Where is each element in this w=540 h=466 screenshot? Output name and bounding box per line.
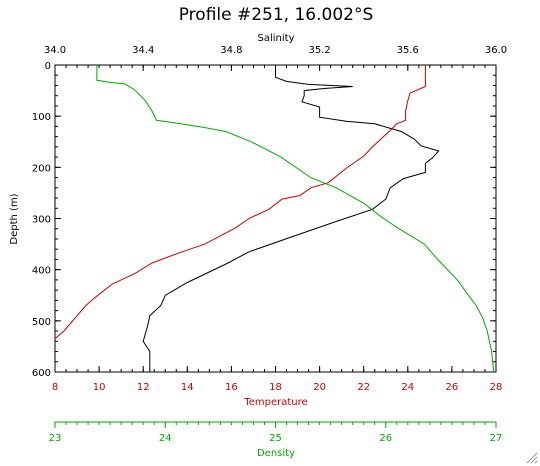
- density-tick-label: 26: [379, 433, 392, 444]
- temperature-tick-label: 28: [490, 382, 503, 393]
- temperature-tick-label: 12: [137, 382, 150, 393]
- temperature-tick-label: 14: [181, 382, 194, 393]
- depth-tick-label: 0: [45, 61, 51, 72]
- depth-tick-label: 600: [32, 368, 51, 379]
- chart-title: Profile #251, 16.002°S: [179, 5, 374, 25]
- temperature-tick-label: 8: [52, 382, 58, 393]
- salinity-tick-label: 35.2: [308, 45, 330, 56]
- temperature-axis-label: Temperature: [243, 397, 307, 408]
- temperature-tick-label: 22: [357, 382, 370, 393]
- temperature-profile-line: [54, 65, 426, 340]
- density-tick-label: 27: [490, 433, 503, 444]
- density-tick-label: 23: [49, 433, 62, 444]
- density-tick-label: 24: [159, 433, 172, 444]
- depth-tick-label: 400: [32, 266, 51, 277]
- temperature-tick-label: 20: [313, 382, 326, 393]
- depth-tick-label: 100: [32, 112, 51, 123]
- depth-tick-label: 500: [32, 317, 51, 328]
- salinity-profile-line: [142, 65, 440, 372]
- plot-frame: [54, 64, 497, 373]
- plot-lines: [54, 65, 495, 373]
- temperature-tick-label: 26: [446, 382, 459, 393]
- resize-grip-icon[interactable]: [526, 452, 538, 464]
- depth-tick-label: 300: [32, 215, 51, 226]
- chart-axes: 34.0 34.4 34.8 35.2 35.6 36.0 8 10 12 14 16 18 20 22 2…: [32, 45, 507, 444]
- temperature-tick-label: 24: [401, 382, 414, 393]
- depth-axis-label: Depth (m): [9, 193, 20, 244]
- depth-tick-label: 200: [32, 163, 51, 174]
- temperature-tick-label: 18: [269, 382, 282, 393]
- salinity-axis-label: Salinity: [258, 33, 295, 44]
- density-profile-line: [96, 65, 495, 373]
- density-tick-label: 25: [269, 433, 282, 444]
- salinity-tick-label: 35.6: [397, 45, 419, 56]
- density-axis-label: Density: [257, 448, 295, 459]
- temperature-tick-label: 16: [225, 382, 238, 393]
- salinity-tick-label: 34.4: [132, 45, 154, 56]
- salinity-tick-label: 36.0: [485, 45, 507, 56]
- salinity-tick-label: 34.0: [44, 45, 66, 56]
- temperature-tick-label: 10: [93, 382, 106, 393]
- salinity-tick-label: 34.8: [220, 45, 242, 56]
